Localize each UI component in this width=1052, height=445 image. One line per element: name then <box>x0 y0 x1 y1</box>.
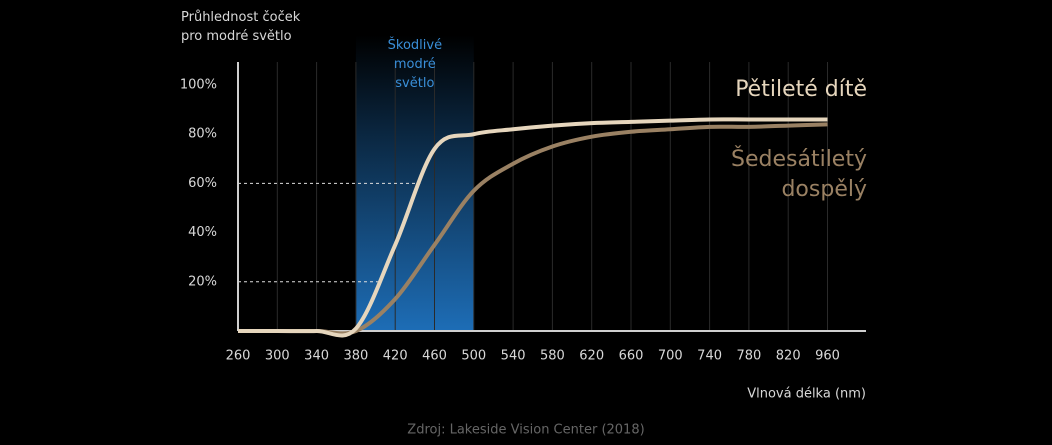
x-tick-label: 540 <box>501 349 526 364</box>
y-tick-label: 60% <box>188 176 217 191</box>
source: Zdroj: Lakeside Vision Center (2018) <box>407 423 644 438</box>
x-tick-label: 660 <box>619 349 644 364</box>
x-tick-label: 500 <box>461 349 486 364</box>
x-tick-label: 780 <box>736 349 761 364</box>
x-tick-label: 620 <box>579 349 604 364</box>
x-tick-label: 820 <box>776 349 801 364</box>
y-tick-label: 20% <box>188 274 217 289</box>
series-line <box>238 122 828 336</box>
y-axis-title: Průhlednost čoček pro modré světlo <box>181 10 301 44</box>
y-tick-label: 100% <box>180 78 217 93</box>
x-tick-label: 420 <box>383 349 408 364</box>
x-tick-label: 380 <box>343 349 368 364</box>
x-tick-label: 700 <box>658 349 683 364</box>
legend-entry: Pětileté dítě <box>735 77 867 102</box>
x-tick-label: 460 <box>422 349 447 364</box>
x-tick-label: 340 <box>304 349 329 364</box>
legend-entry: Šedesátiletý dospělý <box>731 147 867 202</box>
x-tick-label: 960 <box>815 349 840 364</box>
band-label: Škodlivé modré světlo <box>387 38 443 91</box>
y-tick-label: 80% <box>188 127 217 142</box>
x-tick-label: 580 <box>540 349 565 364</box>
x-tick-label: 740 <box>697 349 722 364</box>
series-line <box>238 117 828 338</box>
x-tick-label: 260 <box>226 349 251 364</box>
y-tick-label: 40% <box>188 225 217 240</box>
x-tick-label: 300 <box>265 349 290 364</box>
x-axis-title: Vlnová délka (nm) <box>747 387 866 402</box>
